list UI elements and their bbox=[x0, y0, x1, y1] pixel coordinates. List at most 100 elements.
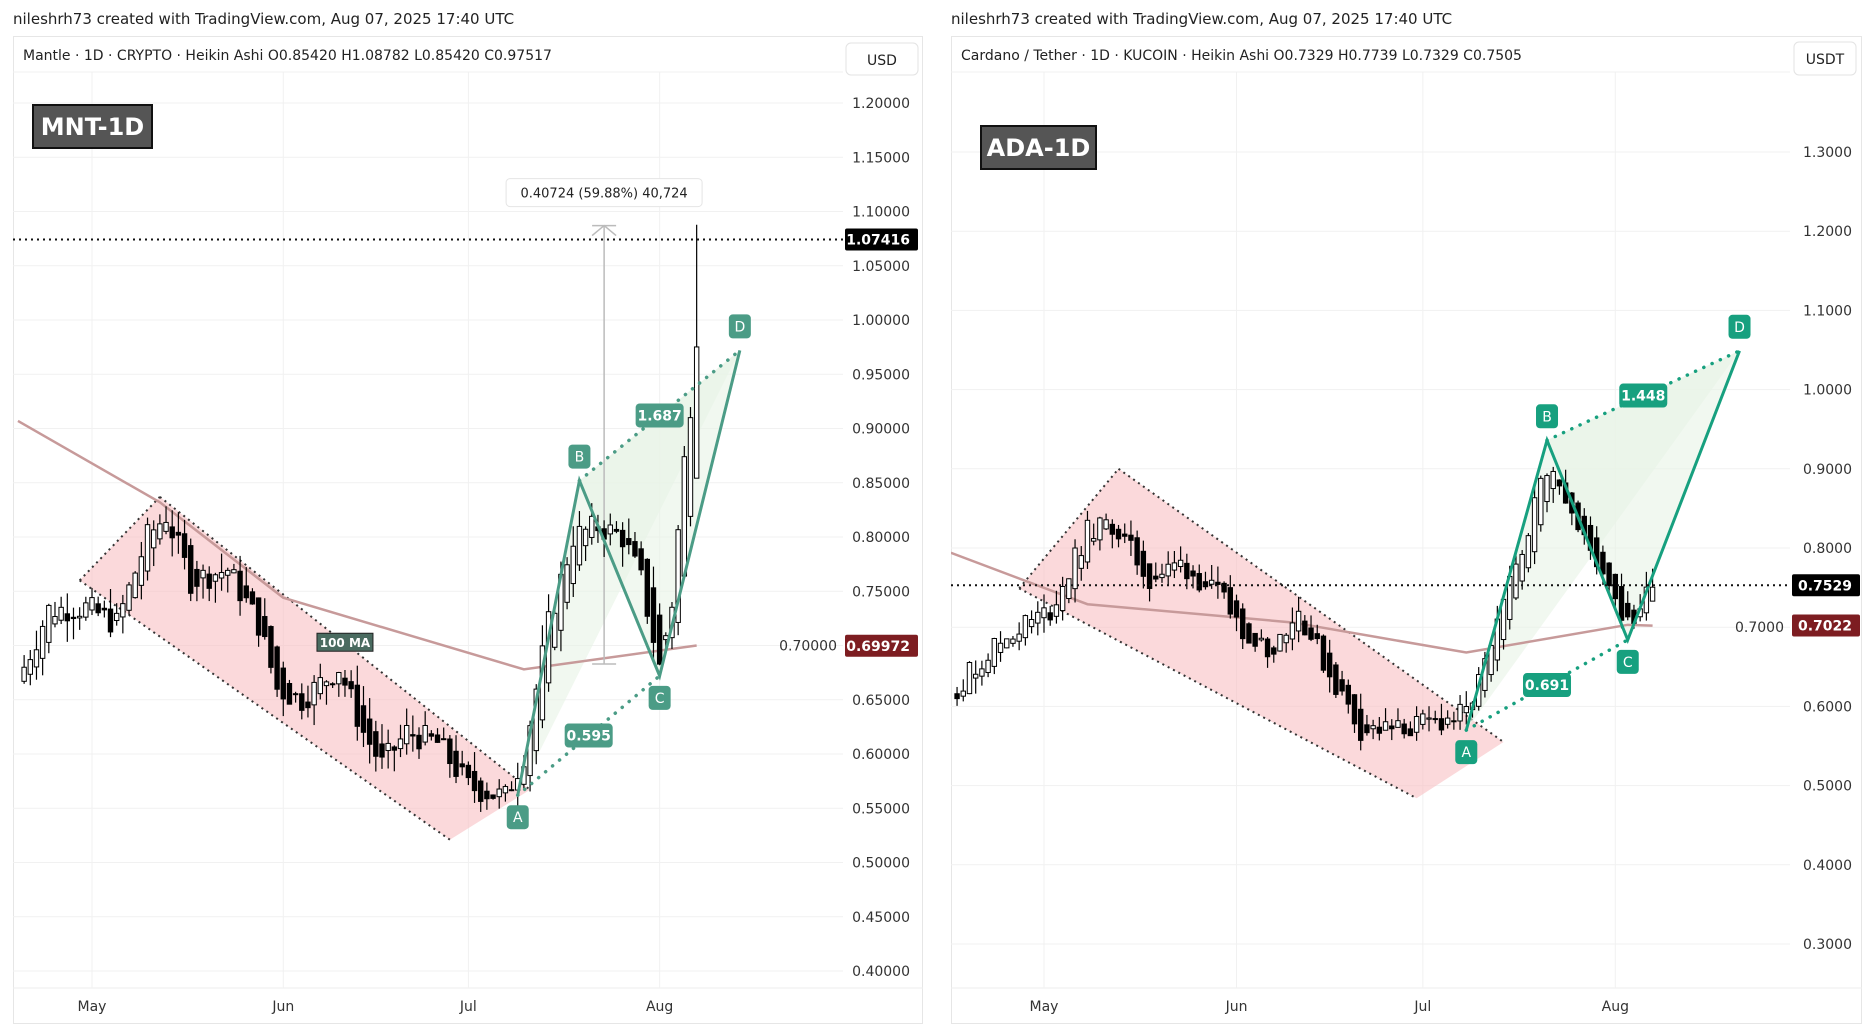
candle-body bbox=[206, 573, 212, 589]
candle-body bbox=[1097, 517, 1103, 541]
candle-body bbox=[188, 545, 194, 594]
candle-body bbox=[1426, 717, 1432, 720]
candle-body bbox=[434, 734, 441, 743]
candle-body bbox=[1444, 717, 1451, 725]
pattern-point-label: A bbox=[513, 810, 523, 826]
candle-body bbox=[237, 570, 243, 602]
candle-body bbox=[1134, 537, 1140, 566]
candle-body bbox=[342, 677, 348, 686]
y-tick-label: 1.0000 bbox=[1803, 383, 1852, 399]
candle-body bbox=[403, 725, 410, 745]
candle-body bbox=[1041, 607, 1047, 619]
ratio-label: 1.687 bbox=[637, 408, 681, 424]
candle-body bbox=[113, 612, 120, 622]
mnt-chart-panel[interactable]: 1.20000 1.15000 1.10000 1.05000 1.00000 0.950… bbox=[13, 36, 923, 1024]
pattern-point-label: B bbox=[1542, 409, 1552, 425]
candle-body bbox=[366, 718, 373, 745]
candle-body bbox=[465, 764, 472, 779]
candle-body bbox=[299, 693, 305, 711]
y-tick-label: 1.10000 bbox=[852, 205, 910, 221]
pattern-point-label: C bbox=[655, 691, 665, 707]
symbol-badge-label: MNT-1D bbox=[41, 113, 144, 141]
candle-body bbox=[1538, 477, 1544, 526]
candle-body bbox=[218, 572, 225, 579]
candle-body bbox=[1159, 573, 1165, 579]
candle-body bbox=[1376, 726, 1383, 734]
candle-body bbox=[255, 597, 262, 636]
y-tick-label: 0.40000 bbox=[852, 964, 910, 980]
x-tick-label: Jun bbox=[1225, 999, 1248, 1015]
y-tick-label: 0.7000 bbox=[1735, 620, 1784, 636]
candle-body bbox=[1649, 586, 1656, 602]
candle-body bbox=[243, 585, 249, 599]
candle-body bbox=[1208, 579, 1215, 585]
x-tick-label: Jun bbox=[271, 999, 294, 1015]
y-tick-label: 1.00000 bbox=[852, 313, 910, 329]
candle-body bbox=[478, 780, 484, 802]
pattern-point-d bbox=[728, 314, 751, 339]
candle-body bbox=[960, 690, 966, 697]
y-tick-label: 0.8000 bbox=[1803, 541, 1852, 557]
candle-body bbox=[1364, 724, 1370, 734]
candle-body bbox=[1457, 703, 1463, 722]
candle-body bbox=[533, 688, 539, 752]
candle-body bbox=[1320, 635, 1327, 671]
candle-body bbox=[484, 790, 490, 800]
candle-body bbox=[70, 616, 77, 620]
ratio-badge bbox=[1619, 383, 1668, 408]
harmonic-pattern-legs bbox=[516, 350, 742, 796]
currency-button[interactable] bbox=[845, 42, 919, 76]
candle-body bbox=[1326, 652, 1333, 678]
candle-body bbox=[582, 528, 589, 547]
candle-body bbox=[428, 733, 435, 737]
candle-body bbox=[336, 672, 342, 685]
x-tick-label: Aug bbox=[1602, 999, 1629, 1015]
candle-body bbox=[181, 533, 188, 558]
candle-body bbox=[360, 705, 367, 733]
candle-body bbox=[1513, 563, 1519, 599]
x-tick-label: May bbox=[1030, 999, 1059, 1015]
candle-body bbox=[1202, 581, 1209, 588]
plot-area[interactable]: 0.691 1.448 A B C D bbox=[951, 314, 1751, 800]
candle-body bbox=[453, 750, 459, 777]
plot-area[interactable]: 0.595 1.687 A B C D bbox=[17, 224, 751, 841]
ada-chart-panel[interactable]: 1.3000 1.2000 1.1000 1.0000 0.9000 0.8000 0.70… bbox=[951, 36, 1862, 1024]
candle-body bbox=[1625, 602, 1631, 618]
moving-average-line bbox=[17, 419, 697, 671]
ma-price-value: 0.69972 bbox=[846, 639, 910, 655]
candle-body bbox=[991, 638, 998, 667]
candle-body bbox=[138, 556, 145, 586]
candle-body bbox=[447, 738, 453, 765]
candle-body bbox=[1438, 718, 1445, 731]
candle-body bbox=[1289, 622, 1296, 640]
candle-body bbox=[317, 677, 323, 695]
candle-body bbox=[231, 569, 237, 574]
candle-body bbox=[1606, 562, 1612, 587]
candle-body bbox=[644, 558, 650, 617]
candle-body bbox=[1022, 615, 1029, 639]
candle-body bbox=[693, 346, 700, 479]
candle-body bbox=[1122, 533, 1128, 537]
candle-body bbox=[972, 673, 979, 679]
candle-body bbox=[163, 521, 169, 532]
candle-body bbox=[1004, 638, 1010, 649]
candle-body bbox=[46, 604, 52, 643]
y-tick-label: 0.70000 bbox=[779, 639, 837, 655]
candle-body bbox=[632, 541, 638, 557]
candle-body bbox=[997, 642, 1004, 653]
ratio-badge bbox=[1523, 673, 1572, 698]
candle-body bbox=[354, 684, 361, 727]
candle-body bbox=[564, 564, 570, 603]
candle-body bbox=[1618, 586, 1625, 621]
candle-body bbox=[1345, 684, 1351, 705]
y-tick-label: 1.20000 bbox=[852, 96, 910, 112]
candle-body bbox=[132, 572, 138, 599]
symbol-badge-label: ADA-1D bbox=[987, 134, 1091, 162]
candle-body bbox=[1407, 728, 1414, 737]
candle-body bbox=[95, 603, 101, 614]
candle-body bbox=[1010, 638, 1016, 644]
candle-body bbox=[391, 746, 398, 751]
candle-body bbox=[1227, 587, 1233, 615]
candle-body bbox=[200, 569, 206, 579]
currency-button[interactable] bbox=[1793, 41, 1857, 76]
